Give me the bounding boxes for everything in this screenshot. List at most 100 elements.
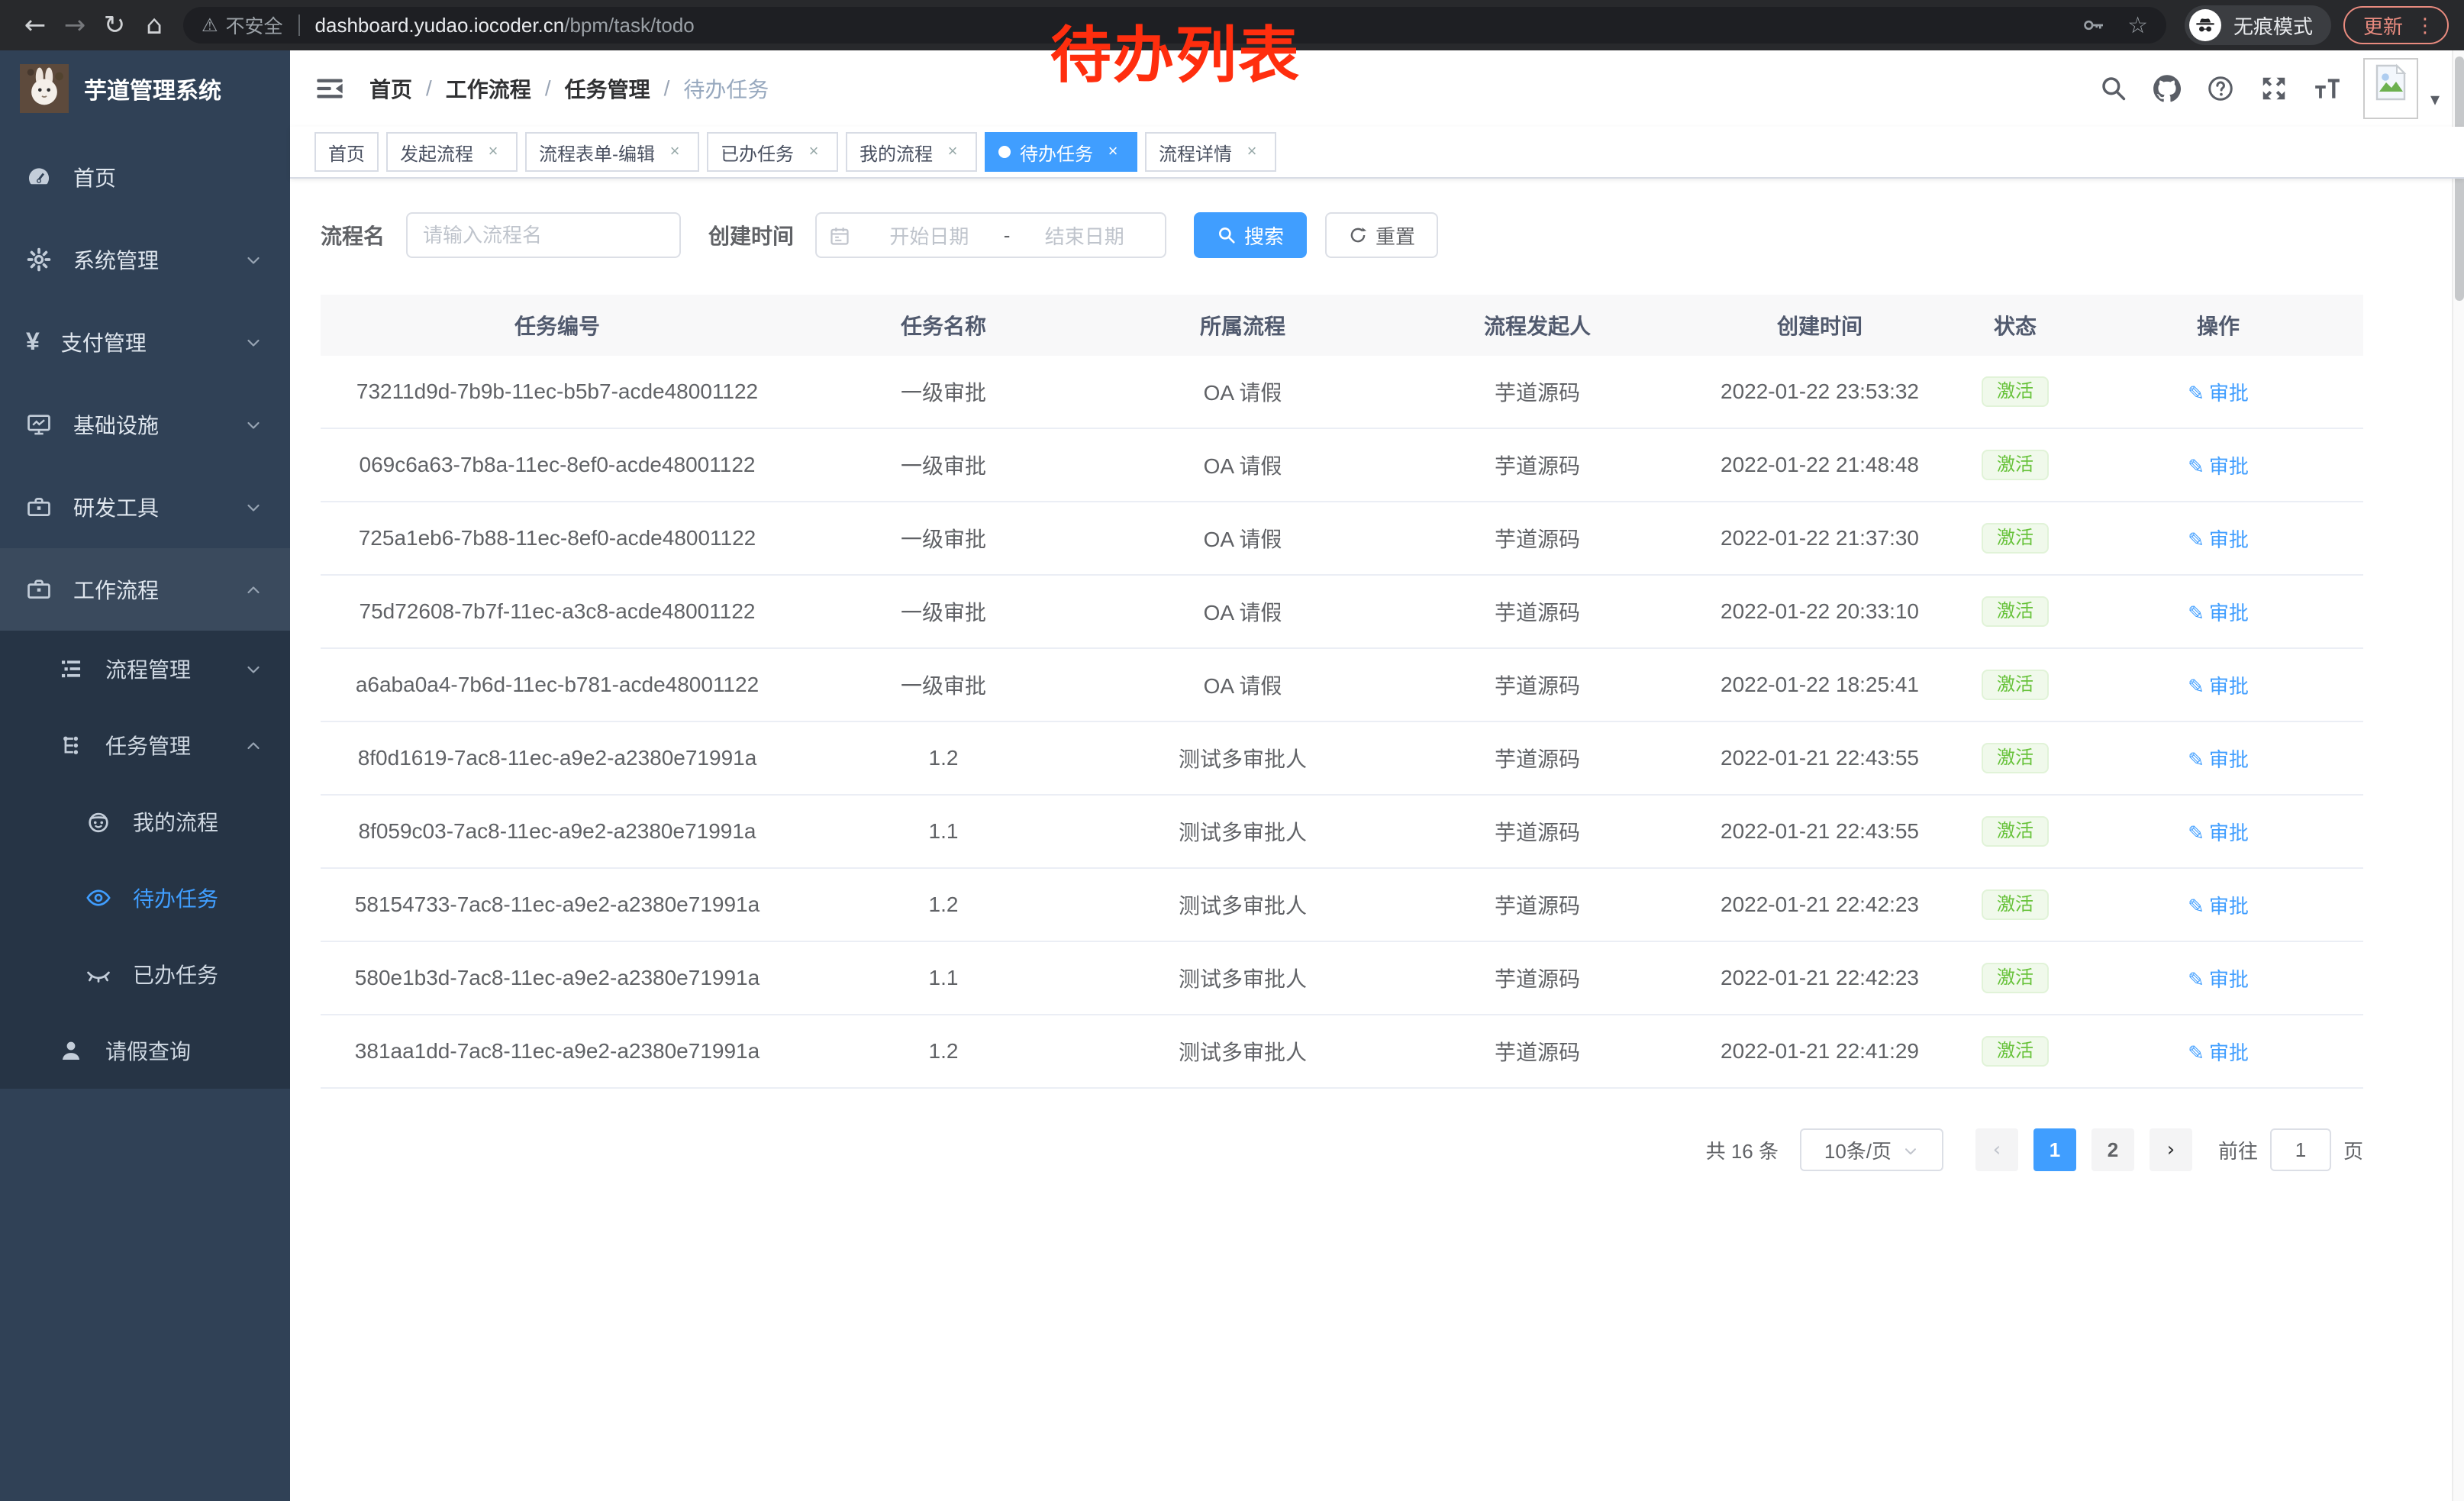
page-scrollbar[interactable]	[2452, 50, 2464, 1501]
breadcrumb-item[interactable]: 工作流程	[445, 78, 531, 102]
prev-page-button[interactable]: ‹	[1975, 1128, 2018, 1171]
cell-process: OA 请假	[1203, 454, 1282, 478]
cell-action: ✎ 审批	[2073, 818, 2363, 846]
reload-icon[interactable]: ↻	[103, 10, 126, 40]
column-header-创建时间: 创建时间	[1776, 315, 1863, 338]
tab-我的流程[interactable]: 我的流程 ×	[846, 132, 977, 172]
approve-link[interactable]: ✎ 审批	[2188, 747, 2249, 772]
sidebar-item-label: 待办任务	[133, 887, 219, 911]
tab-首页[interactable]: 首页	[314, 132, 379, 172]
tab-close-icon[interactable]: ×	[947, 141, 958, 160]
forward-icon[interactable]: →	[63, 10, 86, 40]
scrollbar-thumb[interactable]	[2455, 56, 2464, 301]
approve-label: 审批	[2208, 894, 2249, 918]
breadcrumb-item[interactable]: 首页	[369, 78, 413, 102]
tab-close-icon[interactable]: ×	[488, 141, 498, 160]
sidebar-item-label: 研发工具	[73, 496, 160, 520]
app-logo[interactable]: 芋道管理系统	[0, 50, 290, 127]
sidebar-item-任务管理[interactable]: 任务管理	[0, 707, 290, 783]
date-range-picker[interactable]: 开始日期 - 结束日期	[815, 212, 1167, 258]
sidebar-item-支付管理[interactable]: ¥ 支付管理	[0, 301, 290, 383]
sidebar-item-研发工具[interactable]: 研发工具	[0, 466, 290, 548]
approve-link[interactable]: ✎ 审批	[2188, 674, 2249, 699]
cell-created-time: 2022-01-21 22:43:55	[1721, 746, 1919, 770]
star-icon[interactable]: ☆	[2127, 11, 2148, 39]
avatar[interactable]	[2362, 58, 2418, 119]
approve-link[interactable]: ✎ 审批	[2188, 967, 2249, 992]
tab-流程详情[interactable]: 流程详情 ×	[1145, 132, 1276, 172]
sidebar-item-待办任务[interactable]: 待办任务	[0, 860, 290, 936]
start-date-placeholder[interactable]: 开始日期	[889, 224, 969, 248]
approve-link[interactable]: ✎ 审批	[2188, 528, 2249, 552]
page-button-2[interactable]: 2	[2091, 1128, 2134, 1171]
incognito-badge: 无痕模式	[2184, 5, 2331, 45]
caret-down-icon[interactable]: ▾	[2430, 89, 2440, 110]
incognito-label: 无痕模式	[2233, 15, 2313, 38]
cell-initiator: 芋道源码	[1494, 894, 1580, 918]
address-bar[interactable]: ⚠ 不安全 dashboard.yudao.iocoder.cn/bpm/tas…	[183, 7, 2166, 44]
fullscreen-icon[interactable]	[2259, 74, 2288, 103]
page-size-select[interactable]: 10条/页	[1799, 1128, 1943, 1171]
help-icon[interactable]	[2206, 74, 2235, 103]
security-label[interactable]: 不安全	[225, 16, 283, 37]
sidebar-item-流程管理[interactable]: 流程管理	[0, 631, 290, 707]
tab-流程表单-编辑[interactable]: 流程表单-编辑 ×	[525, 132, 699, 172]
approve-label: 审批	[2208, 674, 2249, 698]
breadcrumb-separator: /	[544, 76, 551, 100]
sidebar-item-请假查询[interactable]: 请假查询	[0, 1012, 290, 1089]
update-browser-button[interactable]: 更新 ⋮	[2343, 6, 2449, 44]
sidebar-item-首页[interactable]: 首页	[0, 136, 290, 218]
home-icon[interactable]: ⌂	[146, 10, 163, 40]
sidebar-item-工作流程[interactable]: 工作流程	[0, 548, 290, 631]
sidebar-item-label: 基础设施	[73, 414, 160, 437]
goto-page-input[interactable]	[2269, 1128, 2331, 1171]
search-icon[interactable]	[2099, 74, 2128, 103]
approve-link[interactable]: ✎ 审批	[2188, 895, 2249, 918]
approve-label: 审批	[2208, 967, 2249, 991]
sidebar-item-label: 工作流程	[73, 579, 160, 602]
cell-created-time: 2022-01-22 23:53:32	[1721, 379, 1919, 403]
list-icon	[58, 656, 84, 682]
breadcrumb-item[interactable]: 任务管理	[564, 78, 650, 102]
browser-menu-icon[interactable]: ⋮	[2415, 13, 2435, 37]
page-content: 流程名 创建时间 开始日期 - 结束日期 搜索 重	[290, 179, 2464, 1501]
approve-link[interactable]: ✎ 审批	[2188, 822, 2249, 845]
approve-link[interactable]: ✎ 审批	[2188, 454, 2249, 479]
key-icon[interactable]	[2082, 13, 2106, 37]
table-row: 8f059c03-7ac8-11ec-a9e2-a2380e71991a 1.1 测…	[321, 796, 2363, 869]
approve-link[interactable]: ✎ 审批	[2188, 602, 2249, 625]
end-date-placeholder[interactable]: 结束日期	[1044, 224, 1124, 248]
process-name-input[interactable]	[406, 212, 682, 258]
approve-label: 审批	[2208, 747, 2249, 771]
sidebar-item-已办任务[interactable]: 已办任务	[0, 936, 290, 1012]
approve-link[interactable]: ✎ 审批	[2188, 382, 2249, 405]
app-title: 芋道管理系统	[84, 79, 221, 104]
tab-发起流程[interactable]: 发起流程 ×	[386, 132, 518, 172]
approve-link[interactable]: ✎ 审批	[2188, 1041, 2249, 1065]
page-button-1[interactable]: 1	[2033, 1128, 2076, 1171]
github-icon[interactable]	[2153, 74, 2182, 103]
tab-close-icon[interactable]: ×	[1247, 141, 1257, 160]
tab-已办任务[interactable]: 已办任务 ×	[707, 132, 838, 172]
chevron-up-icon	[244, 580, 263, 599]
fontsize-icon[interactable]	[2313, 74, 2342, 103]
cell-initiator: 芋道源码	[1494, 601, 1580, 625]
approve-label: 审批	[2208, 454, 2249, 478]
tab-待办任务[interactable]: 待办任务 ×	[985, 132, 1137, 172]
sidebar-item-系统管理[interactable]: 系统管理	[0, 218, 290, 301]
tab-close-icon[interactable]: ×	[808, 141, 819, 160]
sidebar-item-基础设施[interactable]: 基础设施	[0, 383, 290, 466]
table-row: 8f0d1619-7ac8-11ec-a9e2-a2380e71991a 1.2 测…	[321, 722, 2363, 796]
sidebar-item-我的流程[interactable]: 我的流程	[0, 783, 290, 860]
hamburger-icon[interactable]	[314, 73, 345, 104]
eye-icon	[85, 885, 111, 911]
cell-task-name: 1.1	[928, 819, 959, 843]
cell-created-time: 2022-01-22 18:25:41	[1721, 673, 1919, 696]
search-button[interactable]: 搜索	[1194, 212, 1308, 258]
back-icon[interactable]: ←	[24, 10, 47, 40]
next-page-button[interactable]: ›	[2149, 1128, 2192, 1171]
tab-close-icon[interactable]: ×	[669, 141, 680, 160]
reset-button[interactable]: 重置	[1325, 212, 1439, 258]
tab-label: 首页	[328, 144, 365, 165]
tab-close-icon[interactable]: ×	[1108, 141, 1118, 160]
